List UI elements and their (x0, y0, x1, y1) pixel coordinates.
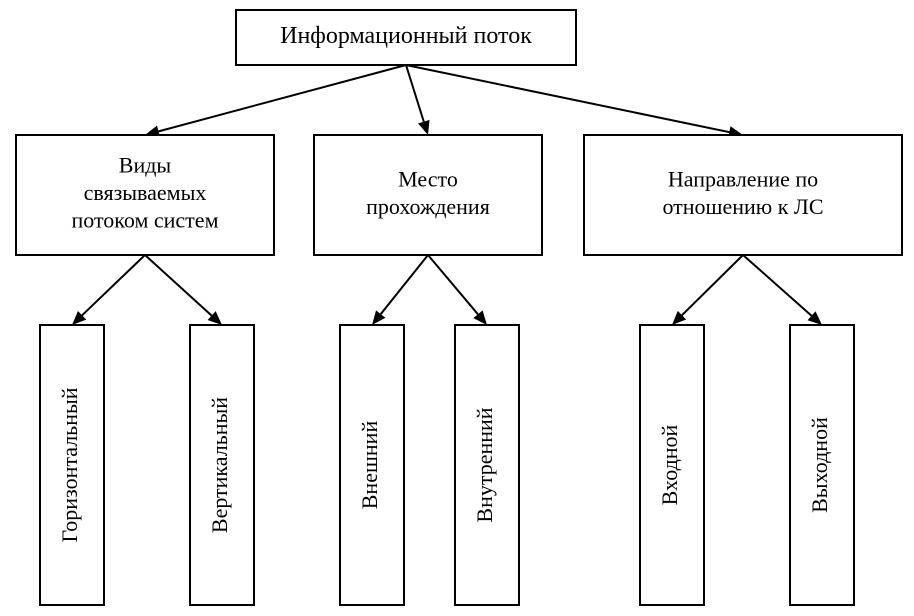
mid-label-line: связываемых (84, 180, 207, 205)
diagram-canvas: Информационный поток Видысвязываемых поток… (0, 0, 914, 616)
mid-label-line: Виды (119, 153, 172, 178)
edge-line (145, 255, 212, 316)
edge-line (682, 255, 743, 315)
leaf-label: Внешний (357, 421, 382, 510)
leaf-label: Горизонтальный (57, 387, 82, 542)
edge-line (406, 65, 424, 122)
mid-label-line: Направление по (668, 166, 818, 191)
mid-label-line: отношению к ЛС (662, 194, 823, 219)
mid-label-line: потоком систем (72, 208, 219, 233)
mid-label-line: прохождения (366, 194, 490, 219)
edge-arrowhead (372, 310, 385, 325)
edge-arrowhead (418, 120, 429, 135)
edge-line (159, 65, 406, 131)
mid-label-line: Место (398, 166, 458, 191)
leaf-label: Внутренний (472, 407, 497, 522)
root-label: Информационный поток (280, 23, 532, 49)
edge-line (406, 65, 729, 132)
edge-line (743, 255, 812, 316)
edge-line (381, 255, 428, 314)
leaf-label: Вертикальный (207, 397, 232, 533)
leaf-label: Выходной (807, 417, 832, 513)
edge-line (82, 255, 145, 315)
leaf-label: Входной (657, 424, 682, 505)
edge-line (428, 255, 478, 314)
